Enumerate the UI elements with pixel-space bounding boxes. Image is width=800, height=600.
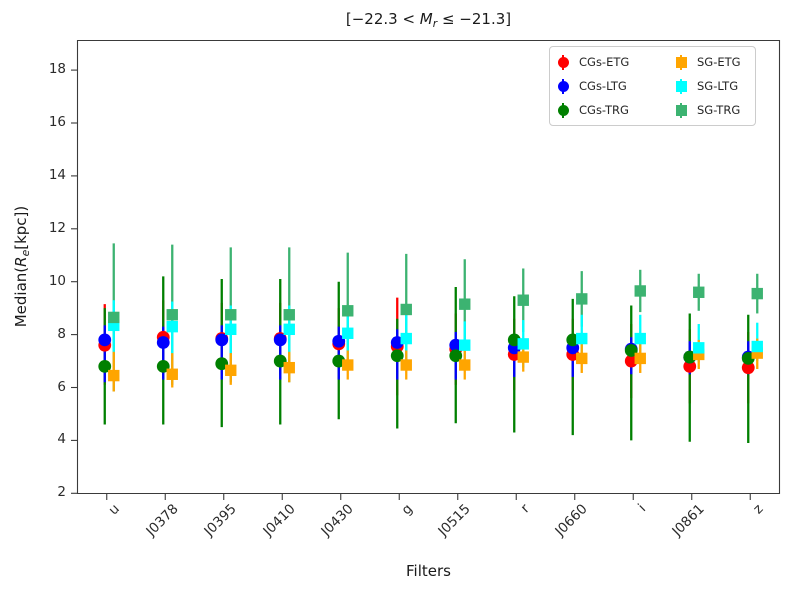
- legend-marker-circle-icon: [556, 102, 570, 119]
- y-tick-label: 6: [57, 378, 66, 395]
- data-point-CGs-TRG-g: [390, 349, 404, 363]
- axes-spines: [76, 39, 781, 495]
- data-point-SG-LTG-J0515: [459, 339, 471, 351]
- data-point-SG-TRG-J0395: [225, 309, 237, 321]
- legend-marker-square-icon: [674, 78, 688, 95]
- data-point-SG-TRG-g: [400, 303, 412, 316]
- legend-label: SG-TRG: [697, 103, 741, 117]
- data-point-SG-TRG-J0378: [166, 309, 178, 321]
- legend-box: CGs-ETG CGs-LTG CGs-TRG SG-ETG SG-LTG SG-TRG: [549, 46, 756, 126]
- data-point-CGs-TRG-J0410: [273, 354, 287, 368]
- title-prefix: [−22.3 <: [345, 10, 420, 28]
- data-point-SG-ETG-u: [108, 369, 120, 382]
- data-point-SG-TRG-i: [634, 285, 646, 297]
- data-point-SG-TRG-J0515: [459, 298, 471, 310]
- data-point-SG-ETG-J0861: [693, 348, 705, 361]
- title-subscript: r: [432, 17, 438, 31]
- data-point-SG-TRG-J0861: [693, 286, 705, 298]
- y-tick-label: 18: [48, 61, 66, 78]
- data-point-CGs-LTG-J0395: [215, 333, 229, 347]
- legend-marker-circle-icon: [556, 78, 570, 95]
- data-point-CGs-TRG-u: [98, 359, 112, 373]
- legend-label: SG-LTG: [697, 79, 739, 93]
- data-point-SG-LTG-g: [400, 332, 412, 345]
- data-point-CGs-TRG-J0430: [332, 354, 346, 368]
- legend-item-SG-TRG: SG-TRG: [674, 102, 749, 119]
- data-point-SG-LTG-J0430: [342, 327, 354, 339]
- data-point-SG-LTG-J0395: [225, 323, 237, 336]
- data-point-SG-TRG-u: [108, 311, 120, 324]
- data-point-SG-LTG-J0861: [693, 342, 705, 354]
- data-point-SG-LTG-u: [108, 319, 120, 332]
- data-point-CGs-LTG-J0430: [332, 334, 346, 348]
- ylabel-subscript: e: [19, 249, 33, 257]
- y-axis-label: Median(Re[kpc]): [12, 40, 32, 493]
- data-point-SG-ETG-z: [751, 347, 763, 359]
- chart-title: [−22.3 < Mr ≤ −21.3]: [77, 10, 780, 30]
- legend-marker-square-icon: [674, 54, 688, 71]
- y-tick-label: 8: [57, 325, 66, 342]
- legend-item-CGs-ETG: CGs-ETG: [556, 54, 674, 71]
- data-point-SG-LTG-i: [634, 332, 646, 345]
- legend-label: CGs-TRG: [579, 103, 629, 117]
- data-point-CGs-LTG-J0515: [449, 338, 463, 352]
- data-point-CGs-ETG-z: [741, 361, 755, 375]
- data-point-SG-ETG-J0515: [459, 359, 471, 371]
- legend-item-CGs-LTG: CGs-LTG: [556, 78, 674, 95]
- data-point-SG-ETG-J0378: [166, 368, 178, 380]
- title-suffix: ≤ −21.3]: [437, 10, 512, 28]
- legend-label: CGs-ETG: [579, 55, 630, 69]
- data-point-SG-ETG-J0660: [576, 352, 588, 365]
- legend-marker-square-icon: [674, 102, 688, 119]
- data-point-CGs-ETG-i: [624, 354, 638, 368]
- y-tick-label: 10: [48, 272, 66, 289]
- data-point-CGs-LTG-g: [390, 336, 404, 349]
- data-point-SG-ETG-J0395: [225, 364, 237, 377]
- legend-item-SG-LTG: SG-LTG: [674, 78, 749, 95]
- data-point-CGs-TRG-J0515: [449, 349, 463, 363]
- data-point-SG-LTG-J0660: [576, 332, 588, 345]
- data-point-CGs-TRG-J0660: [566, 333, 580, 347]
- data-point-CGs-TRG-z: [741, 352, 755, 365]
- legend-item-CGs-TRG: CGs-TRG: [556, 102, 674, 119]
- data-point-SG-ETG-J0430: [342, 359, 354, 371]
- y-tick-label: 14: [48, 166, 66, 183]
- data-point-CGs-ETG-J0861: [683, 359, 697, 373]
- ylabel-variable: R: [12, 256, 30, 267]
- data-point-SG-TRG-J0430: [342, 305, 354, 317]
- data-point-CGs-LTG-J0410: [273, 333, 287, 347]
- y-tick-label: 16: [48, 114, 66, 130]
- data-point-SG-LTG-r: [517, 338, 529, 350]
- data-point-CGs-TRG-J0395: [215, 357, 229, 371]
- data-point-SG-ETG-i: [634, 352, 646, 365]
- y-tick-label: 2: [57, 484, 66, 501]
- legend-label: SG-ETG: [697, 55, 741, 69]
- data-point-CGs-TRG-J0861: [683, 350, 697, 364]
- data-point-CGs-LTG-u: [98, 333, 112, 347]
- data-point-CGs-TRG-i: [624, 344, 638, 357]
- legend-label: CGs-LTG: [579, 79, 627, 93]
- data-point-CGs-TRG-J0378: [156, 359, 170, 373]
- data-point-SG-LTG-J0378: [166, 320, 178, 333]
- data-point-SG-TRG-J0660: [576, 293, 588, 305]
- title-variable: M: [419, 10, 433, 28]
- x-axis-label: Filters: [406, 562, 451, 580]
- data-point-SG-ETG-g: [400, 359, 412, 371]
- data-point-SG-TRG-J0410: [283, 309, 295, 321]
- y-tick-label: 12: [48, 219, 66, 236]
- data-point-CGs-LTG-J0378: [156, 336, 170, 349]
- legend-item-SG-ETG: SG-ETG: [674, 54, 749, 71]
- data-point-SG-LTG-z: [751, 340, 763, 353]
- data-point-SG-ETG-J0410: [283, 361, 295, 374]
- data-point-SG-ETG-r: [517, 351, 529, 363]
- y-tick-label: 4: [57, 431, 66, 448]
- data-point-SG-TRG-r: [517, 294, 529, 306]
- legend-marker-circle-icon: [556, 54, 570, 71]
- data-point-SG-TRG-z: [751, 287, 763, 300]
- data-point-SG-LTG-J0410: [283, 323, 295, 336]
- data-point-CGs-TRG-r: [507, 333, 521, 347]
